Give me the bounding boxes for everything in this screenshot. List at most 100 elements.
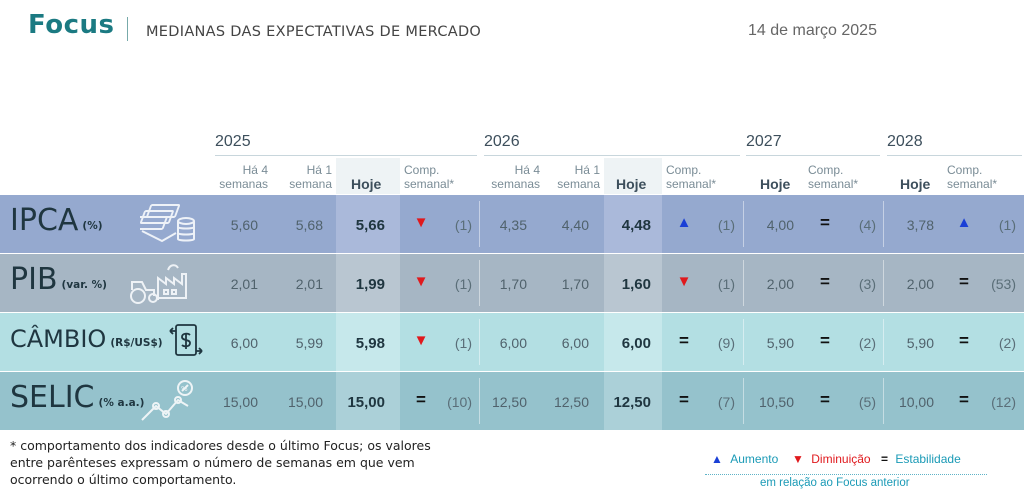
- value-ha1-2026: 4,40: [561, 217, 589, 233]
- value-hoje-2027: 2,00: [766, 276, 794, 292]
- hoje-highlight: [604, 372, 662, 430]
- equal-sign-icon: =: [820, 390, 830, 409]
- value-ha4-2026: 4,35: [499, 217, 527, 233]
- year-2028-header: 2028: [887, 133, 923, 150]
- legend-note: em relação ao Focus anterior: [760, 477, 910, 489]
- weeks-2028: (12): [991, 394, 1016, 410]
- legend-down: ▼ Diminuição: [792, 452, 871, 466]
- brand-title: Focus: [28, 10, 115, 40]
- weeks-2026: (9): [717, 335, 735, 351]
- weeks-2027: (4): [858, 217, 876, 233]
- up-arrow-icon: ▲: [676, 214, 692, 231]
- value-hoje-2025: 5,66: [355, 217, 385, 234]
- equal-sign-icon: =: [881, 452, 889, 466]
- hoje-2026-header-bg: [604, 158, 662, 194]
- value-hoje-2028: 10,00: [898, 394, 934, 410]
- column-separator: [743, 319, 744, 365]
- hoje-highlight: [604, 195, 662, 253]
- col-ha1-2026: Há 1 semana: [557, 163, 600, 191]
- equal-sign-icon: =: [820, 272, 830, 291]
- column-separator: [883, 378, 884, 424]
- equal-sign-icon: =: [820, 213, 830, 232]
- weeks-2025: (10): [447, 394, 472, 410]
- value-ha1-2025: 5,99: [295, 335, 323, 351]
- value-ha1-2025: 2,01: [295, 276, 323, 292]
- up-arrow-icon: ▲: [956, 214, 972, 231]
- indicator-name: CÂMBIO: [10, 325, 107, 353]
- weeks-2026: (7): [717, 394, 735, 410]
- indicator-label: IPCA (%): [10, 203, 103, 238]
- title-separator: [127, 17, 128, 41]
- legend-up: ▲ Aumento: [711, 452, 778, 466]
- value-ha1-2025: 5,68: [295, 217, 323, 233]
- value-hoje-2027: 4,00: [766, 217, 794, 233]
- column-separator: [883, 260, 884, 306]
- value-hoje-2026: 6,00: [621, 335, 651, 352]
- value-ha4-2026: 12,50: [491, 394, 527, 410]
- indicator-label: CÂMBIO (R$/US$): [10, 325, 163, 353]
- svg-text:%: %: [181, 385, 188, 393]
- money-stack-icon: [133, 203, 198, 252]
- col-hoje-2025: Hoje: [351, 176, 382, 192]
- equal-sign-icon: =: [959, 272, 969, 291]
- value-hoje-2025: 5,98: [355, 335, 385, 352]
- value-hoje-2028: 2,00: [906, 276, 934, 292]
- value-hoje-2028: 5,90: [906, 335, 934, 351]
- column-separator: [479, 378, 480, 424]
- weeks-2027: (2): [858, 335, 876, 351]
- value-ha4-2025: 15,00: [222, 394, 258, 410]
- value-ha1-2025: 15,00: [287, 394, 323, 410]
- indicator-unit: (R$/US$): [110, 336, 163, 349]
- equal-sign-icon: =: [679, 331, 689, 350]
- weeks-2025: (1): [454, 276, 472, 292]
- year-2025-divider: [215, 155, 477, 156]
- down-arrow-icon: ▼: [676, 273, 692, 290]
- legend-up-label: Aumento: [730, 452, 779, 466]
- col-ha4-2026: Há 4 semanas: [491, 163, 540, 191]
- legend-eq: = Estabilidade: [881, 452, 961, 466]
- column-separator: [883, 201, 884, 247]
- indicator-unit: (% a.a.): [98, 396, 145, 409]
- equal-sign-icon: =: [416, 390, 426, 409]
- col-ha1-2025: Há 1 semana: [289, 163, 332, 191]
- weeks-2026: (1): [717, 217, 735, 233]
- exchange-icon: [164, 321, 204, 368]
- value-hoje-2027: 10,50: [758, 394, 794, 410]
- column-separator: [479, 319, 480, 365]
- year-2028-divider: [887, 155, 1022, 156]
- column-separator: [743, 260, 744, 306]
- value-ha1-2026: 12,50: [553, 394, 589, 410]
- legend-down-label: Diminuição: [811, 452, 871, 466]
- col-comp-2025: Comp. semanal*: [404, 163, 455, 191]
- weeks-2025: (1): [454, 335, 472, 351]
- weeks-2027: (5): [858, 394, 876, 410]
- col-hoje-2027: Hoje: [760, 176, 791, 192]
- col-comp-2027: Comp. semanal*: [808, 163, 859, 191]
- value-hoje-2025: 15,00: [347, 394, 385, 411]
- hoje-highlight: [336, 313, 400, 371]
- weeks-2028: (1): [998, 217, 1016, 233]
- up-arrow-icon: ▲: [711, 452, 723, 466]
- weeks-2026: (1): [717, 276, 735, 292]
- column-separator: [743, 201, 744, 247]
- value-hoje-2026: 1,60: [621, 276, 651, 293]
- year-2027-divider: [746, 155, 880, 156]
- value-hoje-2026: 4,48: [621, 217, 651, 234]
- value-hoje-2026: 12,50: [613, 394, 651, 411]
- value-ha1-2026: 6,00: [561, 335, 589, 351]
- indicator-name: PIB: [10, 262, 58, 297]
- hoje-highlight: [604, 254, 662, 312]
- weeks-2025: (1): [454, 217, 472, 233]
- footnote: * comportamento dos indicadores desde o …: [10, 438, 431, 487]
- hoje-highlight: [604, 313, 662, 371]
- column-separator: [479, 260, 480, 306]
- legend-eq-label: Estabilidade: [895, 452, 961, 466]
- equal-sign-icon: =: [820, 331, 830, 350]
- year-2026-divider: [484, 155, 740, 156]
- indicator-label: SELIC (% a.a.): [10, 380, 144, 415]
- col-comp-2028: Comp. semanal*: [947, 163, 998, 191]
- weeks-2027: (3): [858, 276, 876, 292]
- value-ha4-2025: 5,60: [230, 217, 258, 233]
- legend-divider: [705, 474, 987, 475]
- report-subtitle: MEDIANAS DAS EXPECTATIVAS DE MERCADO: [146, 24, 482, 40]
